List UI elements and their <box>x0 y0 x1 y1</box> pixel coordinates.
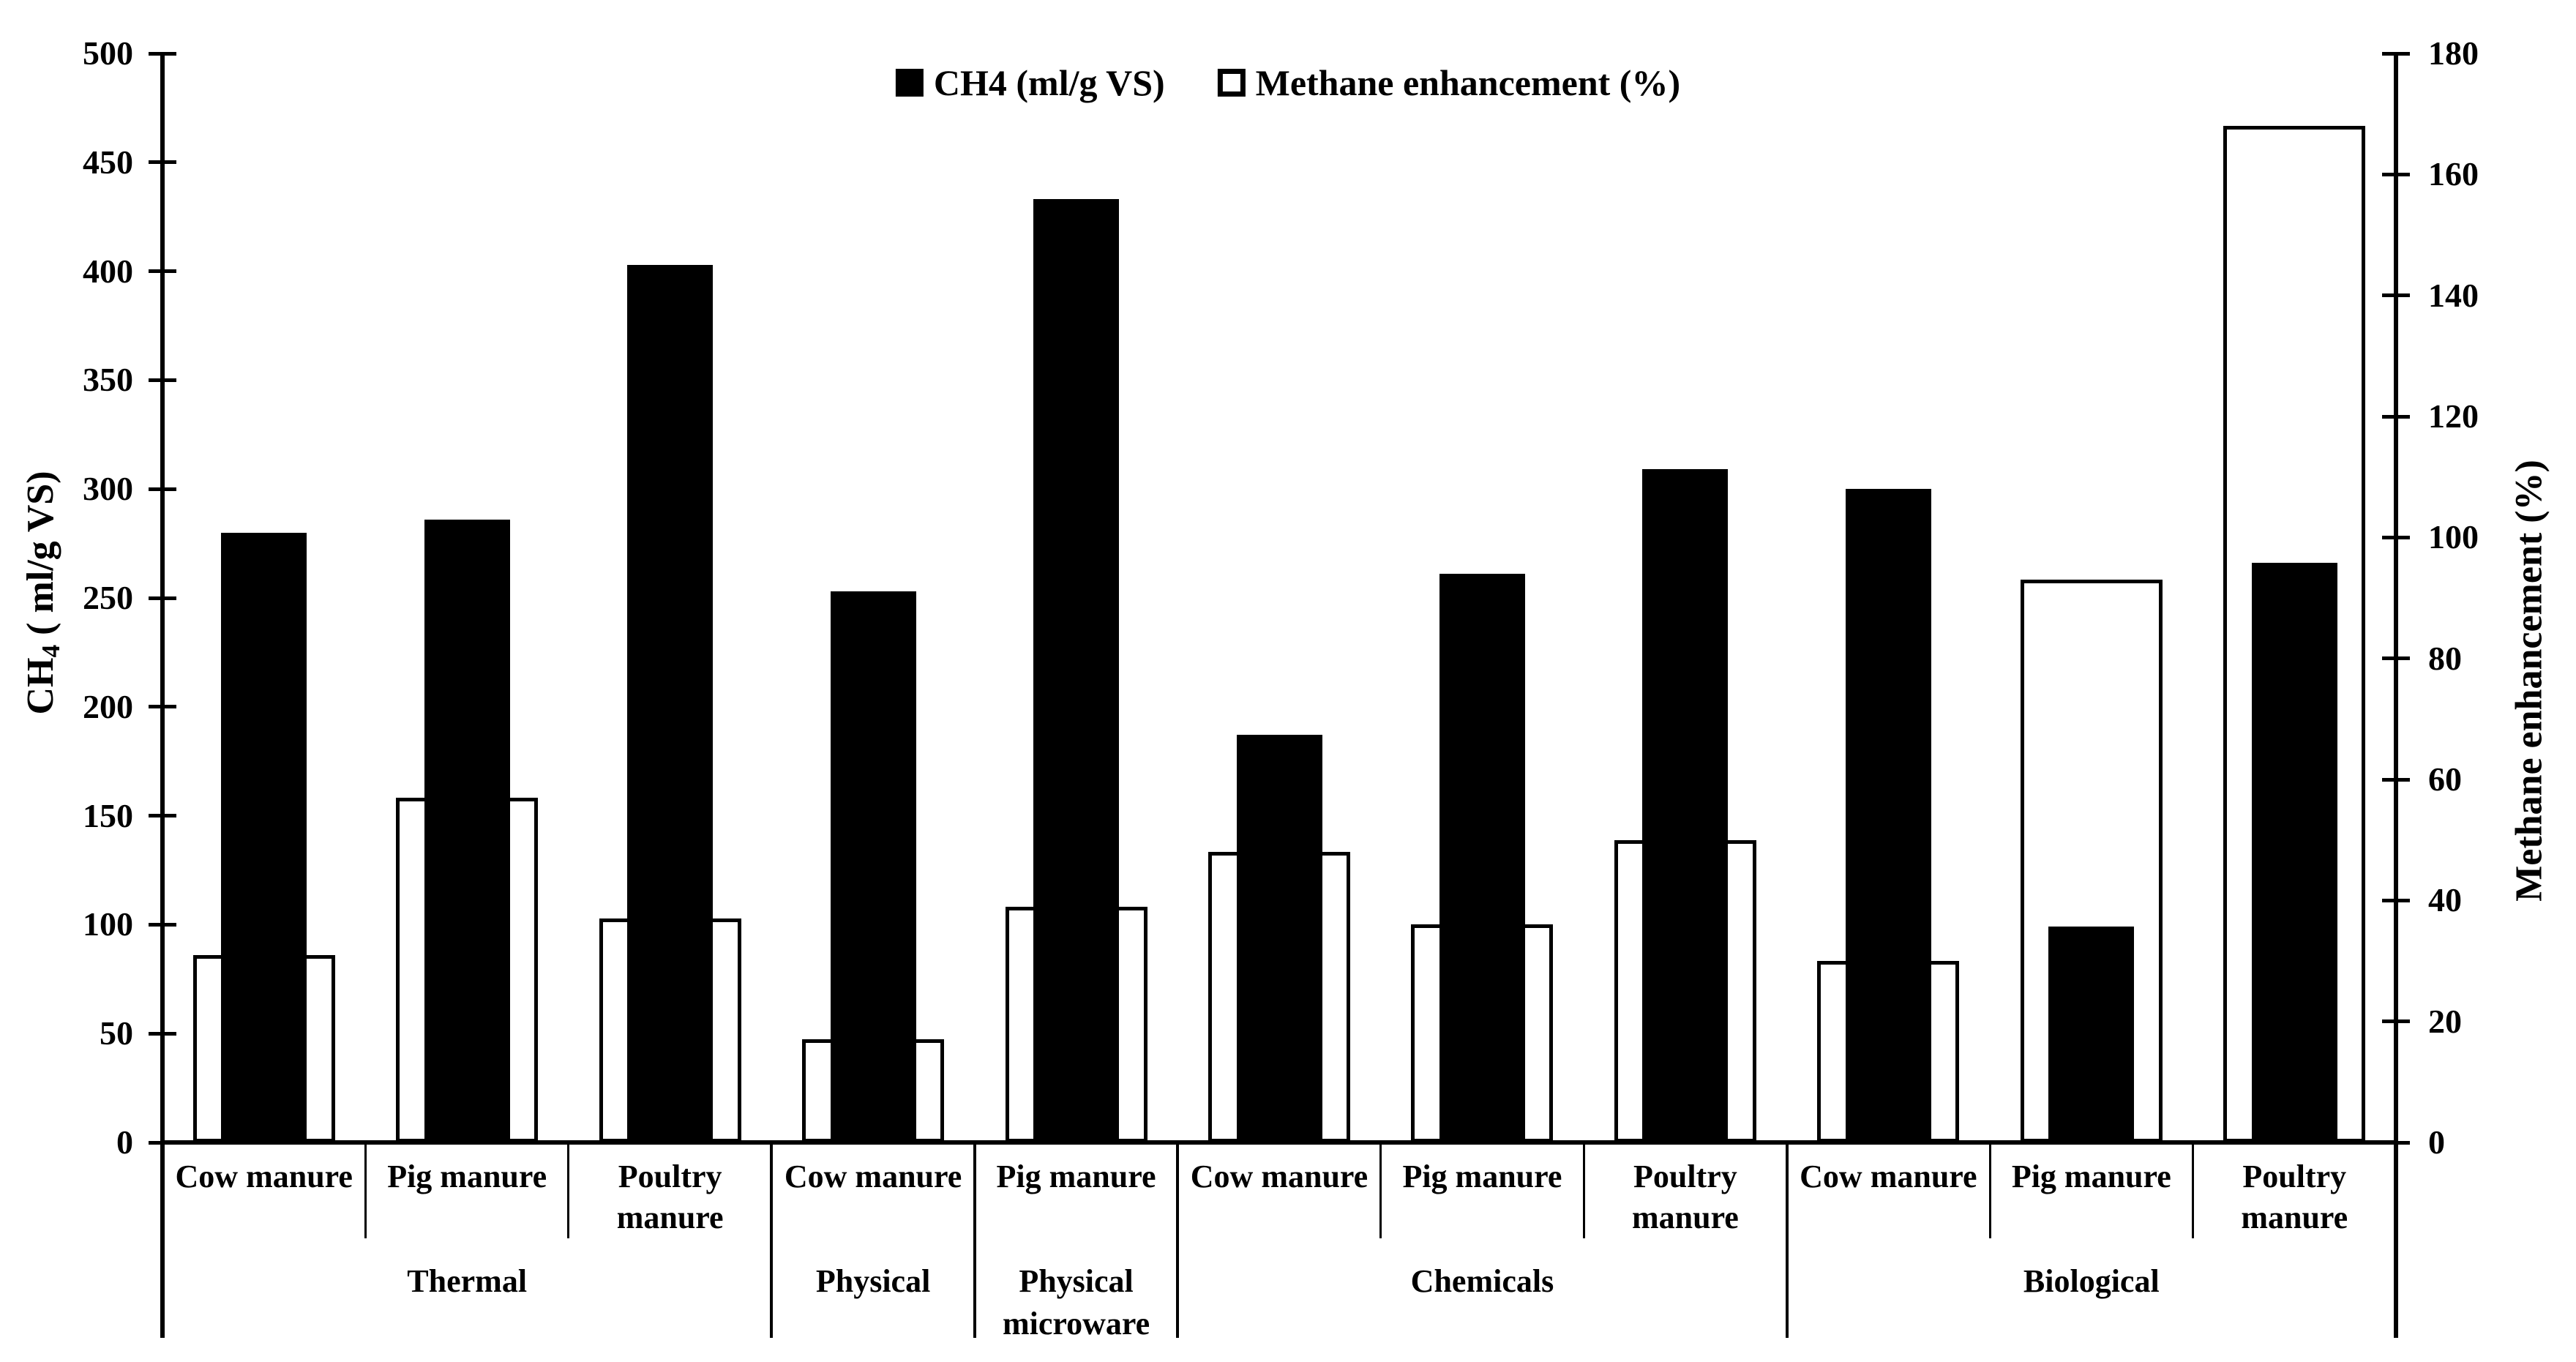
ch4-bar <box>1236 735 1322 1142</box>
group-separator <box>1785 1142 1789 1338</box>
right-axis-tick <box>2382 414 2410 419</box>
left-axis-tick <box>149 1140 176 1145</box>
group-label: Biological <box>2023 1263 2160 1299</box>
category-separator <box>1988 1142 1991 1238</box>
group-separator <box>1176 1142 1180 1338</box>
category-separator <box>1379 1142 1382 1238</box>
right-axis-tick <box>2382 51 2410 56</box>
group-label: Physical microware <box>1002 1263 1150 1342</box>
right-axis-tick-label: 20 <box>2428 1002 2462 1040</box>
left-axis-tick <box>149 922 176 927</box>
legend-item-enhancement: Methane enhancement (%) <box>1217 61 1681 104</box>
ch4-bar <box>1033 199 1120 1142</box>
left-axis-tick-label: 500 <box>83 34 133 72</box>
ch4-bar <box>830 591 916 1142</box>
category-label: Cow manure <box>784 1159 962 1194</box>
left-axis-tick-label: 100 <box>83 905 133 943</box>
right-axis-tick-label: 0 <box>2428 1123 2445 1161</box>
ch4-bar <box>2048 927 2135 1142</box>
left-axis-tick-label: 250 <box>83 579 133 616</box>
right-axis-tick <box>2382 172 2410 176</box>
category-label: Pig manure <box>996 1159 1156 1194</box>
right-axis-tick <box>2382 1019 2410 1024</box>
legend-swatch-filled-icon <box>895 69 924 97</box>
category-label: Cow manure <box>175 1159 353 1194</box>
left-axis-tick-label: 0 <box>116 1123 133 1161</box>
left-axis-tick <box>149 51 176 56</box>
chart-legend: CH4 (ml/g VS) Methane enhancement (%) <box>895 61 1681 104</box>
legend-label-ch4: CH4 (ml/g VS) <box>933 62 1165 103</box>
ch4-bar <box>1642 469 1729 1142</box>
left-axis-tick <box>149 378 176 382</box>
left-axis-tick <box>149 705 176 709</box>
category-label: Pig manure <box>387 1159 547 1194</box>
left-axis-title-prefix: CH <box>20 657 62 715</box>
category-separator <box>567 1142 570 1238</box>
category-separator <box>2192 1142 2195 1238</box>
ch4-bar <box>627 264 714 1142</box>
category-label: Cow manure <box>1190 1159 1368 1194</box>
right-axis-tick-label: 80 <box>2428 639 2462 677</box>
legend-label-enhancement: Methane enhancement (%) <box>1255 62 1681 103</box>
left-axis-tick-label: 200 <box>83 687 133 725</box>
category-label: Poultry manure <box>616 1159 724 1235</box>
group-label: Thermal <box>407 1263 528 1299</box>
legend-swatch-open-icon <box>1217 69 1246 97</box>
left-axis-tick-label: 150 <box>83 796 133 834</box>
left-axis-tick <box>149 596 176 600</box>
category-label: Poultry manure <box>1631 1159 1739 1235</box>
ch4-bar <box>424 519 510 1142</box>
left-axis-tick <box>149 1031 176 1036</box>
left-axis-title: CH4 ( ml/g VS) <box>19 471 66 714</box>
category-separator <box>364 1142 367 1238</box>
ch4-bar <box>1845 489 1931 1142</box>
left-axis-tick-label: 350 <box>83 361 133 399</box>
right-axis-tick <box>2382 535 2410 539</box>
group-separator <box>973 1142 976 1338</box>
right-axis-tick-label: 180 <box>2428 34 2479 72</box>
left-axis-tick <box>149 814 176 818</box>
group-separator <box>770 1142 774 1338</box>
category-label: Pig manure <box>1402 1159 1562 1194</box>
right-axis-line <box>2394 52 2398 1338</box>
left-axis-tick-label: 400 <box>83 252 133 290</box>
x-axis-baseline <box>160 1140 2398 1145</box>
right-axis-tick-label: 160 <box>2428 155 2479 193</box>
category-label: Pig manure <box>2011 1159 2171 1194</box>
left-axis-tick <box>149 487 176 491</box>
left-axis-tick <box>149 160 176 165</box>
right-axis-tick-label: 140 <box>2428 276 2479 314</box>
left-axis-title-subscript: 4 <box>35 644 65 658</box>
group-label: Chemicals <box>1410 1263 1554 1299</box>
category-separator <box>1582 1142 1585 1238</box>
left-axis-tick <box>149 269 176 274</box>
category-label: Cow manure <box>1800 1159 1977 1194</box>
right-axis-tick <box>2382 656 2410 661</box>
right-axis-tick-label: 100 <box>2428 518 2479 556</box>
category-label: Poultry manure <box>2241 1159 2348 1235</box>
right-axis-tick-label: 60 <box>2428 760 2462 798</box>
left-axis-tick-label: 450 <box>83 143 133 181</box>
right-axis-tick <box>2382 293 2410 298</box>
legend-item-ch4: CH4 (ml/g VS) <box>895 61 1165 104</box>
right-axis-tick-label: 40 <box>2428 881 2462 919</box>
left-axis-tick-label: 50 <box>100 1014 133 1052</box>
group-label: Physical <box>815 1263 931 1299</box>
right-axis-tick <box>2382 777 2410 782</box>
ch4-bar <box>1439 574 1525 1142</box>
right-axis-title: Methane enhancement (%) <box>2508 460 2550 902</box>
right-axis-tick <box>2382 1140 2410 1145</box>
ch4-bar <box>221 532 307 1142</box>
right-axis-tick-label: 120 <box>2428 397 2479 435</box>
left-axis-line <box>160 52 165 1338</box>
right-axis-tick <box>2382 898 2410 902</box>
ch4-bar <box>2251 563 2337 1142</box>
left-axis-tick-label: 300 <box>83 470 133 508</box>
left-axis-title-suffix: ( ml/g VS) <box>20 471 62 645</box>
